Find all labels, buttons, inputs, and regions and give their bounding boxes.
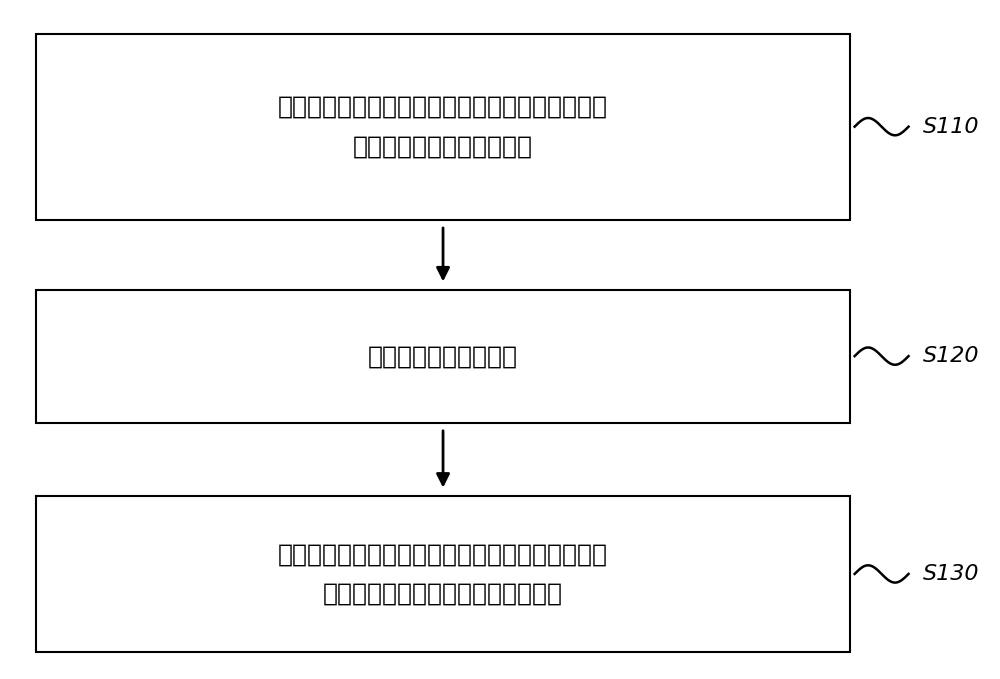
Text: S130: S130 bbox=[923, 564, 980, 584]
Bar bbox=[36, 496, 850, 652]
Bar bbox=[36, 290, 850, 422]
Text: 在信号传输的过程中，获取预设的残留频偏容忍阈
值，确定扩频调制优化参数: 在信号传输的过程中，获取预设的残留频偏容忍阈 值，确定扩频调制优化参数 bbox=[278, 95, 608, 158]
Text: 获取至少一个信息单元: 获取至少一个信息单元 bbox=[368, 344, 518, 368]
Bar bbox=[36, 33, 850, 220]
Text: S110: S110 bbox=[923, 117, 980, 136]
Text: 采用哈达玛矩阵对各所述信息单元进行扩频，形成
扩频信号并调制发送至信号接收设备: 采用哈达玛矩阵对各所述信息单元进行扩频，形成 扩频信号并调制发送至信号接收设备 bbox=[278, 543, 608, 606]
Text: S120: S120 bbox=[923, 346, 980, 366]
